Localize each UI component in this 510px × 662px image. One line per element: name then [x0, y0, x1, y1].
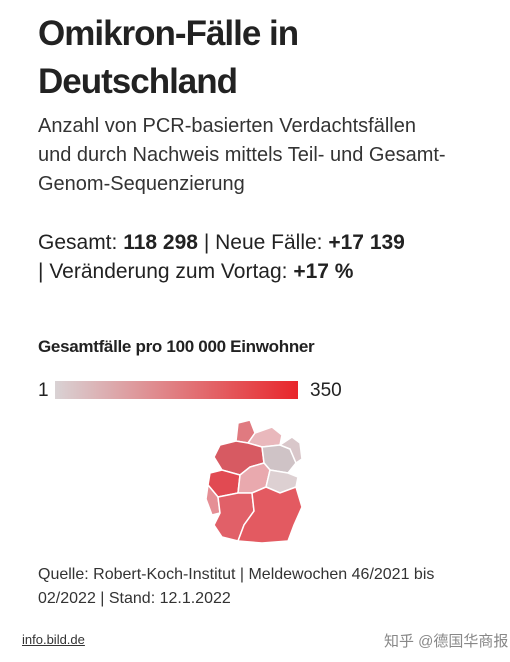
value: 118 298	[123, 231, 198, 254]
map	[205, 419, 303, 544]
value: +17 139	[328, 231, 405, 254]
title: Deutschland	[38, 62, 238, 101]
legend-max: 350	[310, 380, 342, 401]
stats-line: | Veränderung zum Vortag: +17 %	[38, 257, 353, 286]
region	[236, 486, 303, 544]
stats-line: Gesamt: 118 298 | Neue Fälle: +17 139	[38, 228, 405, 257]
watermark: 知乎 @德国华商报	[384, 633, 509, 650]
title: Omikron-Fälle in	[38, 14, 299, 53]
source: 02/2022 | Stand: 12.1.2022	[38, 590, 231, 607]
region	[278, 436, 303, 465]
separator: |	[203, 231, 210, 254]
value: +17 %	[293, 260, 354, 283]
legend-gradient	[55, 381, 298, 399]
legend-min: 1	[38, 380, 49, 401]
label: Gesamt:	[38, 231, 118, 254]
separator: |	[38, 260, 44, 283]
footer-link[interactable]: info.bild.de	[22, 632, 85, 647]
label: Veränderung zum Vortag:	[49, 260, 288, 283]
legend-title: Gesamtfälle pro 100 000 Einwohner	[38, 337, 315, 356]
label: Neue Fälle:	[215, 231, 323, 254]
subtitle: Genom-Sequenzierung	[38, 173, 245, 195]
subtitle: und durch Nachweis mittels Teil- und Ges…	[38, 144, 446, 166]
source: Quelle: Robert-Koch-Institut | Meldewoch…	[38, 566, 435, 583]
region	[205, 483, 221, 516]
subtitle: Anzahl von PCR-basierten Verdachtsfällen	[38, 115, 416, 137]
